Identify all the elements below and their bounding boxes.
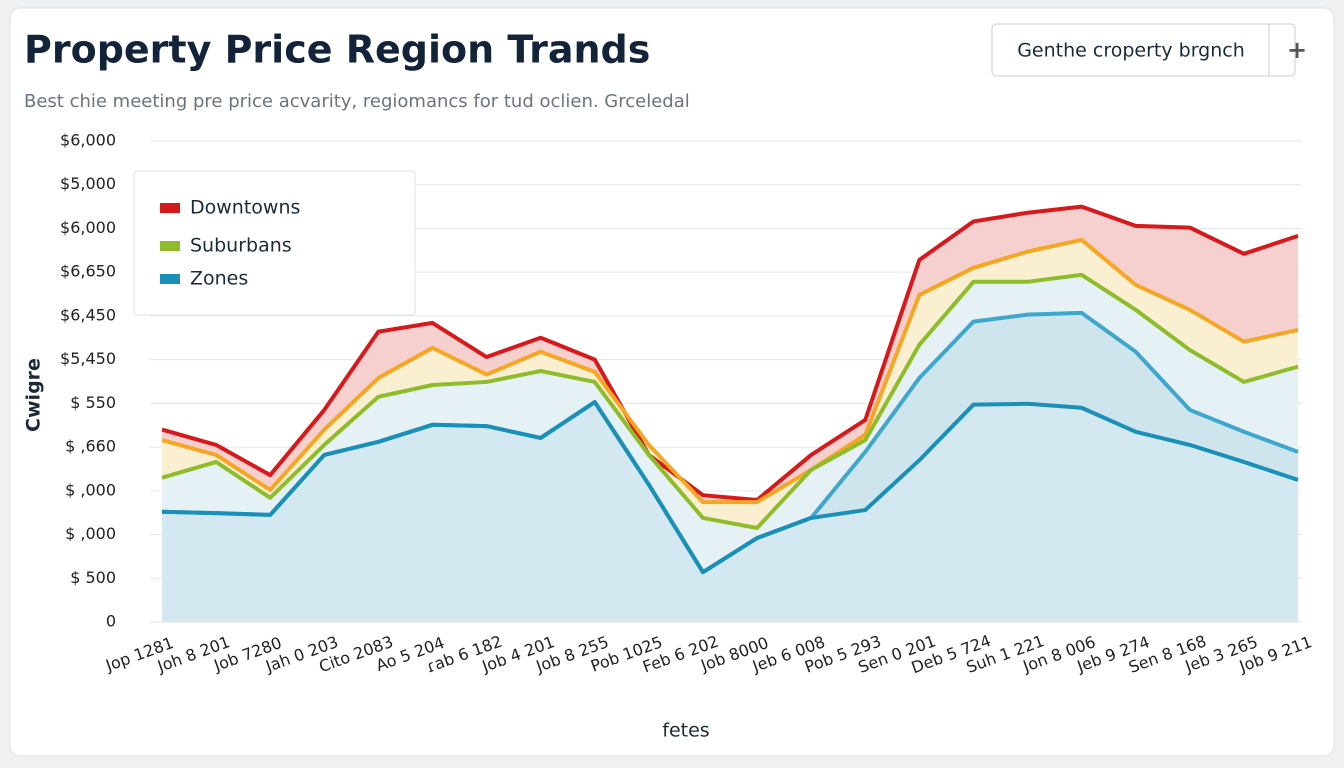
area [162,402,1298,622]
y-tick-label: $6,450 [60,305,116,324]
line [161,204,1299,503]
select-button[interactable] [991,23,1296,77]
y-axis-label: Cwigre [23,358,45,432]
legend-box [133,170,416,316]
legend-swatch [160,203,180,213]
add-button[interactable]: + [1287,36,1307,64]
y-tick-label: $ ,000 [65,480,116,499]
line [161,400,1299,575]
y-tick-label: $ ,660 [65,437,116,456]
legend-label: Suburbans [190,235,292,257]
x-axis-label: fetes [662,720,709,742]
legend-label: Downtowns [190,197,300,219]
line [161,237,1299,505]
button-label[interactable]: Genthe croperty brgnch [1017,40,1245,62]
y-tick-label: $ ,000 [65,524,116,543]
y-tick-label: $ 500 [70,568,116,587]
legend-swatch [160,274,180,284]
subtitle: Best chie meeting pre price acvarity, re… [24,91,690,112]
plot: 0 $ 500 $ ,000 $ ,000 $ ,660 $ 550 $5,450 $6,45… [60,131,1314,678]
y-tick-label: $6,000 [60,131,116,150]
legend-label: Zones [190,268,248,290]
y-tick-label: $6,000 [60,218,116,237]
y-tick-label: $5,450 [60,349,116,368]
y-tick-label: $ 550 [70,393,116,412]
legend-swatch [160,241,180,251]
line [161,272,1299,530]
title: Property Price Region Trands [24,28,650,72]
y-tick-label: $6,650 [60,262,116,281]
y-tick-label: $5,000 [60,174,116,193]
y-tick-label: 0 [106,612,116,631]
